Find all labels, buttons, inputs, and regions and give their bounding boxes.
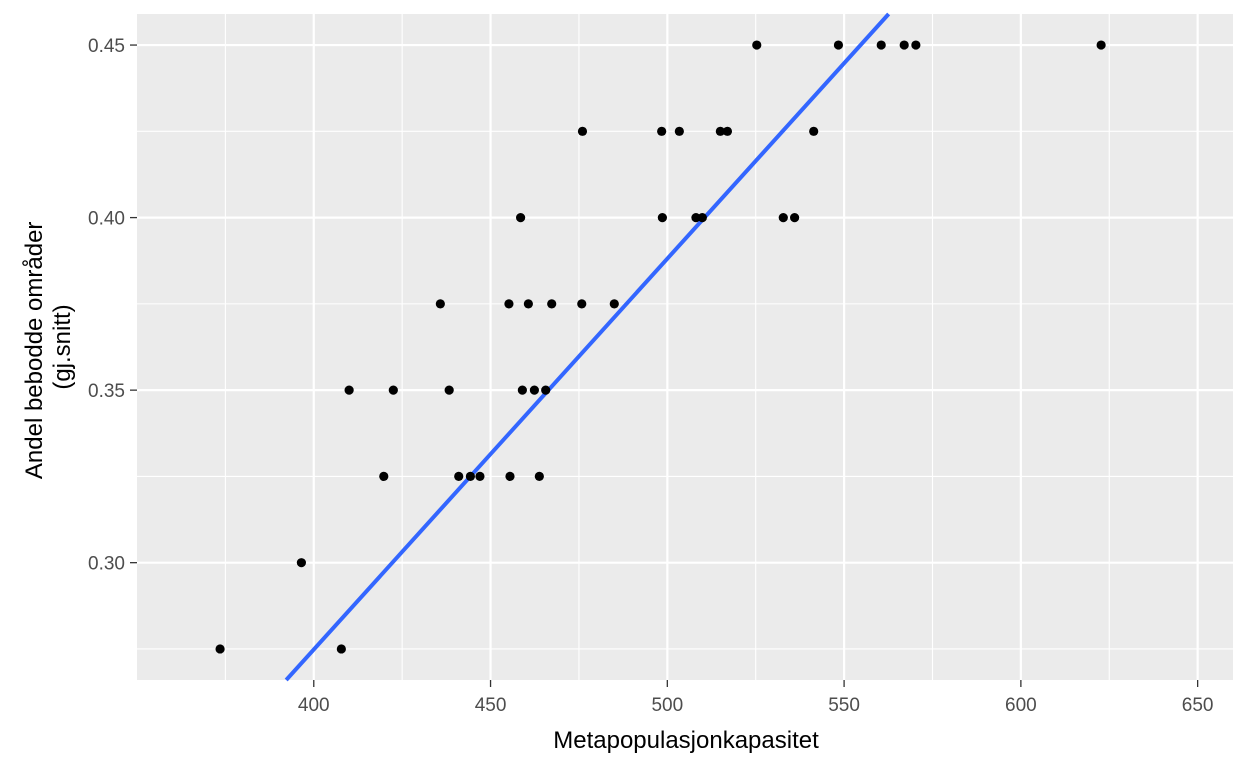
data-point [215,644,225,654]
data-point [899,40,909,50]
data-point [504,299,514,309]
major-gridlines [137,14,1233,680]
y-tick-label: 0.35 [88,381,125,402]
data-point [809,126,819,136]
plot-panel [137,14,1233,680]
data-point [577,126,588,136]
y-axis-title-line-2: (gj.snitt) [49,304,76,389]
data-point [529,385,539,395]
data-point [344,385,354,395]
y-axis-title-line-1: Andel bebodde områder [21,222,48,480]
x-axis-title: Metapopulasjonkapasitet [553,727,819,754]
x-tick-label: 450 [475,695,507,716]
y-tick-label: 0.45 [88,36,125,57]
data-point [1096,40,1106,50]
axis-ticks [130,44,1199,687]
data-point [516,212,526,223]
fit-line-layer [284,12,891,682]
regression-line [284,12,891,682]
data-point [911,40,921,50]
data-point [697,212,707,223]
data-point [657,126,667,136]
data-point [778,212,788,223]
data-point [790,212,800,223]
x-tick-label: 600 [1005,695,1037,716]
data-point [674,126,684,136]
data-point [435,299,445,309]
data-point [336,644,346,654]
y-tick-label: 0.30 [88,554,125,575]
data-point [876,40,886,50]
data-point [657,212,667,223]
data-point [609,299,619,309]
data-point [715,126,725,136]
data-point [444,385,454,395]
x-tick-label: 400 [298,695,330,716]
data-point [465,471,475,482]
data-point [752,40,762,50]
y-tick-labels: 0.30 0.35 0.40 0.45 [88,36,125,575]
data-point [505,471,515,482]
data-point [388,385,398,395]
data-point [541,385,551,395]
data-point [833,40,844,50]
data-point [517,385,527,395]
data-point [296,558,306,568]
data-point [475,471,485,482]
data-point [454,471,464,482]
data-point [547,299,557,309]
y-tick-label: 0.40 [88,209,125,230]
data-point [722,126,733,136]
data-point [691,212,701,223]
x-tick-labels: 400 450 500 550 600 650 [298,695,1214,716]
data-points [215,40,1106,654]
x-tick-label: 500 [651,695,683,716]
data-point [379,471,389,482]
y-axis-title: Andel bebodde områder (gj.snitt) [21,215,76,479]
x-tick-label: 550 [828,695,860,716]
data-point [577,299,587,309]
minor-gridlines [137,14,1233,680]
data-point [534,471,544,482]
x-tick-label: 650 [1182,695,1214,716]
data-point [523,299,533,309]
